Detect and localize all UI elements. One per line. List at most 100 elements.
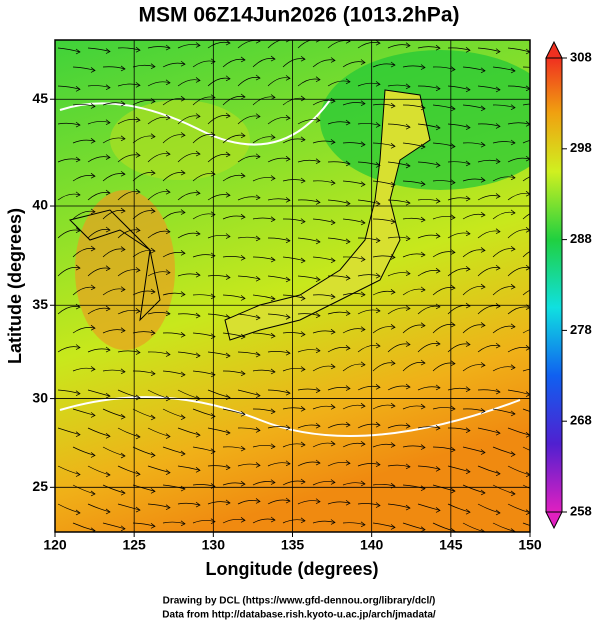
y-tick-label: 35 (32, 296, 48, 312)
arrowhead (330, 293, 336, 300)
arrowhead (180, 520, 186, 527)
streamline (297, 349, 321, 353)
streamline (447, 85, 471, 91)
streamline (417, 503, 441, 511)
streamline (372, 103, 396, 107)
streamline (117, 350, 141, 353)
streamline (447, 161, 471, 165)
streamline (252, 177, 276, 182)
arrowhead (360, 480, 366, 487)
streamline (462, 142, 486, 146)
streamline (207, 115, 231, 125)
arrowhead (375, 502, 381, 508)
streamline (402, 65, 426, 68)
arrowhead (105, 508, 111, 515)
arrowhead (225, 314, 231, 320)
streamline (237, 427, 261, 431)
land-outline (69, 209, 161, 322)
arrowhead (525, 391, 530, 397)
streamline (477, 85, 501, 91)
arrowhead (420, 403, 426, 410)
streamline (267, 350, 291, 354)
streamline (237, 313, 261, 319)
arrowhead (480, 449, 486, 455)
arrowhead (255, 462, 261, 468)
streamline (432, 324, 456, 334)
arrowhead (300, 517, 306, 524)
arrowhead (345, 78, 351, 85)
arrowhead (495, 470, 501, 477)
arrowhead (105, 305, 111, 312)
arrowhead (150, 169, 156, 176)
streamline (492, 248, 516, 258)
arrowhead (285, 237, 291, 244)
streamline (387, 385, 411, 391)
arrowhead (315, 199, 321, 205)
arrowhead (270, 443, 276, 450)
arrowhead (330, 57, 336, 63)
streamline (492, 446, 516, 455)
streamline (432, 407, 456, 410)
arrowhead (150, 247, 156, 254)
streamline (477, 230, 501, 239)
arrowhead (135, 506, 141, 513)
streamline (522, 103, 530, 106)
arrowhead (75, 264, 81, 271)
streamline (102, 210, 126, 220)
arrowhead (75, 156, 81, 163)
streamline (57, 465, 81, 475)
streamline (507, 122, 530, 125)
arrowhead (75, 431, 81, 437)
streamline (462, 484, 486, 494)
streamline (447, 503, 471, 513)
arrowhead (315, 387, 321, 393)
arrowhead (90, 103, 96, 109)
streamline (297, 275, 321, 280)
arrowhead (390, 289, 396, 295)
arrowhead (420, 286, 426, 293)
streamline (447, 197, 471, 201)
streamline (477, 344, 501, 353)
arrowhead (195, 352, 201, 359)
x-tick-label: 140 (360, 537, 384, 553)
arrowhead (285, 155, 291, 162)
arrowhead (450, 321, 456, 328)
y-tick-label: 25 (32, 478, 48, 494)
streamline (57, 346, 81, 353)
streamline (507, 85, 530, 90)
arrowhead (270, 295, 276, 302)
streamline (132, 100, 156, 106)
streamline (342, 363, 366, 372)
arrowhead (105, 346, 111, 353)
arrowhead (510, 174, 516, 181)
streamline (402, 217, 426, 221)
streamline (252, 481, 276, 486)
streamline (102, 173, 126, 182)
arrowhead (541, 453, 545, 458)
arrowhead (345, 200, 351, 207)
streamline (117, 503, 141, 511)
arrowhead (75, 390, 81, 397)
streamline (402, 180, 426, 185)
streamline (492, 104, 516, 108)
arrowhead (465, 230, 471, 237)
streamline (102, 522, 126, 530)
arrowhead (390, 254, 396, 260)
streamline (297, 159, 321, 163)
arrowhead (315, 347, 321, 354)
arrowhead (495, 228, 501, 234)
streamline (57, 389, 81, 395)
arrowhead (135, 349, 141, 355)
colorbar-tick-label: 258 (570, 503, 592, 518)
arrowhead (180, 414, 186, 421)
streamline (462, 324, 486, 334)
arrowhead (105, 84, 111, 90)
arrowhead (255, 153, 261, 160)
arrowhead (375, 384, 381, 390)
streamline (372, 63, 396, 68)
arrowhead (405, 162, 411, 169)
arrowhead (75, 191, 81, 198)
arrowhead (300, 257, 306, 264)
arrowhead (75, 344, 81, 350)
